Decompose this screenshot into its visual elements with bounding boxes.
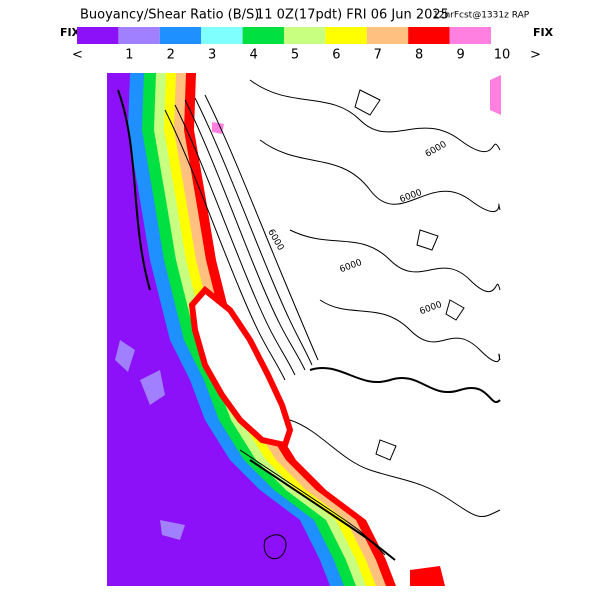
color-label: 5	[291, 48, 299, 63]
contours	[117, 79, 501, 561]
color-label: 3	[208, 48, 216, 63]
color-swatch	[201, 27, 243, 44]
color-swatch	[449, 27, 491, 44]
coastal-band	[107, 73, 330, 586]
valley	[188, 285, 294, 449]
title: Buoyancy/Shear Ratio (B/S)	[80, 8, 259, 23]
red-spot	[410, 566, 445, 586]
fix-left[interactable]: FIX	[60, 26, 81, 39]
color-swatch	[325, 27, 367, 44]
color-swatch	[284, 27, 326, 44]
color-label: 6	[332, 48, 340, 63]
color-label: 7	[374, 48, 382, 63]
next-arrow[interactable]: >	[530, 48, 541, 63]
color-label: 4	[249, 48, 257, 63]
forecast-info: 12hrFcst@1331z RAP	[433, 11, 530, 21]
color-swatch	[159, 27, 202, 44]
color-swatch	[366, 27, 409, 44]
fix-right[interactable]: FIX	[533, 26, 554, 39]
coastal-bands	[107, 73, 396, 586]
color-bar: 1 2 3 4 5 6 7 8 9 10	[77, 27, 510, 63]
color-swatch	[408, 27, 450, 44]
prev-arrow[interactable]: <	[72, 48, 83, 63]
color-label: 1	[125, 48, 133, 63]
color-label: 9	[456, 48, 464, 63]
color-swatch	[118, 27, 160, 44]
map: 6000 6000 6000 6000 6000	[107, 73, 501, 586]
color-label: 10	[494, 48, 511, 63]
lavender-patches	[115, 340, 185, 540]
color-swatch	[77, 27, 119, 44]
color-swatch	[242, 27, 284, 44]
color-label: 2	[167, 48, 175, 63]
color-label: 8	[415, 48, 423, 63]
valid-time: 11 0Z(17pdt) FRI 06 Jun 2025	[256, 8, 449, 23]
